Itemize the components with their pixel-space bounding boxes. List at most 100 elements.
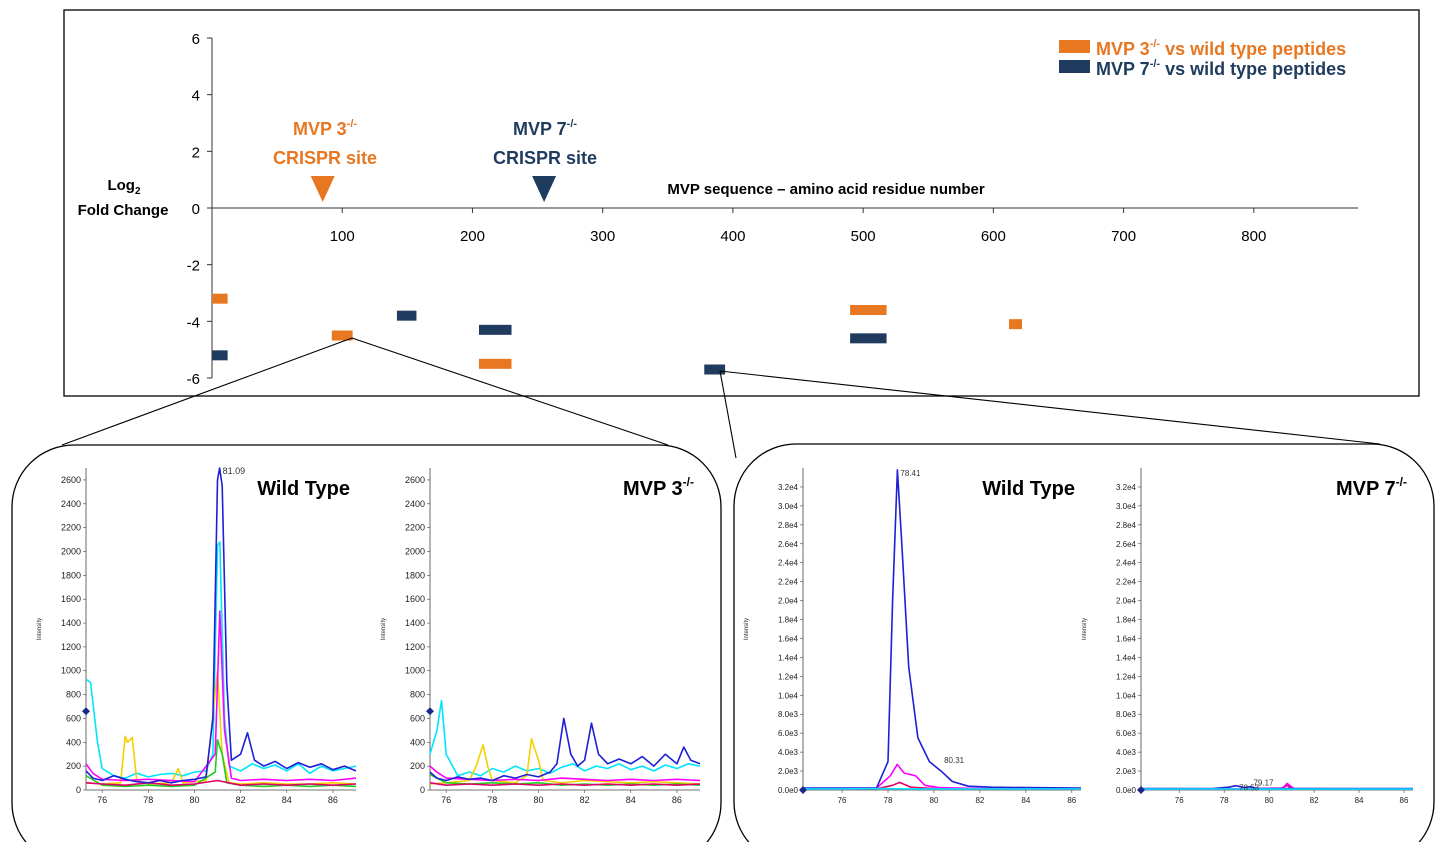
chrom-marker-diamond [426,707,434,715]
legend-swatch-mvp3 [1059,40,1090,53]
y-tick-label: 0 [192,201,200,218]
chrom-y-tick-label: 1200 [405,642,425,652]
chrom-peak-label: 79.17 [1253,779,1274,788]
chrom-y-tick-label: 6.0e3 [778,729,799,738]
chrom-y-tick-label: 1400 [405,618,425,628]
y-tick-label: 2 [192,144,200,161]
chrom-y-axis-label: Intensity [381,618,387,640]
y-tick-label: 4 [192,88,200,105]
crispr7-label: MVP 7-/- [513,118,577,139]
chrom-y-tick-label: 1.4e4 [778,653,799,662]
chrom-x-tick-label: 78 [884,796,893,805]
crispr3-label: MVP 3-/- [293,118,357,139]
chrom-y-tick-label: 0.0e0 [1116,786,1137,795]
chrom-peak-label: 78.41 [900,469,921,478]
chrom-y-tick-label: 1800 [405,570,425,580]
zoom-connectors [62,338,1380,458]
chrom-y-axis-label: Intensity [744,618,750,640]
chrom-title-sup: -/- [1396,475,1407,489]
chrom-y-axis-label: Intensity [1082,618,1088,640]
chrom-y-tick-label: 3.0e4 [1116,502,1137,511]
chrom-y-tick-label: 2200 [61,523,81,533]
chrom-x-tick-label: 76 [441,795,451,805]
chrom-y-tick-label: 1000 [405,666,425,676]
chrom-x-tick-label: 80 [189,795,199,805]
chrom-x-tick-label: 82 [1310,796,1319,805]
zoom-line-right-b [720,371,1380,444]
x-tick-label: 300 [590,228,615,245]
chrom-x-tick-label: 78 [1220,796,1229,805]
x-tick-label: 500 [851,228,876,245]
crispr7-annotation: MVP 7-/- CRISPR site [493,118,597,168]
chrom-x-tick-label: 76 [1175,796,1184,805]
chrom-y-tick-label: 0 [420,785,425,795]
chrom-x-tick-label: 86 [328,795,338,805]
chrom-y-axis-label: Intensity [37,618,43,640]
chrom-x-tick-label: 76 [838,796,847,805]
peptide-bar-mvp7 [397,311,417,321]
peptide-bar-mvp3 [850,305,886,315]
peptide-bar-mvp3 [212,294,228,304]
x-tick-label: 600 [981,228,1006,245]
y-tick-label: -2 [187,258,200,275]
crispr-site-marker [532,176,556,202]
chrom-y-tick-label: 0.0e0 [778,786,799,795]
chrom-title: Wild Type [982,478,1075,500]
chrom-y-tick-label: 200 [410,761,425,771]
chrom-x-tick-label: 76 [97,795,107,805]
chrom-marker-diamond [799,786,807,794]
chrom-y-tick-label: 2.8e4 [1116,521,1137,530]
chrom-title-main: MVP 7 [1336,478,1396,500]
chrom-x-tick-label: 78 [143,795,153,805]
zoom-line-left-a [62,338,352,445]
chrom-y-tick-label: 2.2e4 [778,578,799,587]
chrom-y-tick-label: 2.4e4 [778,559,799,568]
chrom-y-tick-label: 1.8e4 [1116,616,1137,625]
chrom-title-main: MVP 3 [623,478,683,500]
chrom-y-tick-label: 3.0e4 [778,502,799,511]
chrom-y-tick-label: 3.2e4 [778,483,799,492]
chrom-y-tick-label: 600 [410,713,425,723]
chrom-y-tick-label: 600 [66,713,81,723]
chrom-y-tick-label: 2.0e3 [1116,767,1137,776]
chrom-y-tick-label: 1600 [61,594,81,604]
chrom-trace [803,470,1081,788]
chrom-y-tick-label: 400 [410,737,425,747]
chrom-x-tick-label: 86 [672,795,682,805]
chrom-x-tick-label: 84 [1021,796,1030,805]
chrom-y-tick-label: 4.0e3 [778,748,799,757]
chrom-y-tick-label: 1600 [405,594,425,604]
chrom-x-tick-label: 84 [626,795,636,805]
chrom-y-tick-label: 2600 [61,475,81,485]
x-tick-label: 200 [460,228,485,245]
chrom-y-tick-label: 2.2e4 [1116,578,1137,587]
peptide-bar-mvp7 [850,333,886,343]
chrom-y-tick-label: 1200 [61,642,81,652]
chrom-trace [430,701,700,776]
chrom-y-tick-label: 8.0e3 [1116,710,1137,719]
y-tick-label: -6 [187,371,200,388]
chrom-x-tick-label: 84 [282,795,292,805]
peptide-bar-mvp7 [704,365,725,375]
x-axis-label: MVP sequence – amino acid residue number [667,181,984,198]
chrom-y-tick-label: 2.6e4 [778,540,799,549]
crispr3-annotation: MVP 3-/- CRISPR site [273,118,377,168]
chrom-x-tick-label: 86 [1400,796,1409,805]
zoom-line-left-b [352,338,668,445]
chrom-y-tick-label: 2200 [405,523,425,533]
chrom-y-tick-label: 1000 [61,666,81,676]
chrom-trace [803,764,1081,788]
chrom-title-main: Wild Type [257,478,350,500]
y-tick-label: 6 [192,31,200,48]
chrom-y-tick-label: 200 [66,761,81,771]
chrom-x-tick-label: 80 [533,795,543,805]
chrom-y-tick-label: 1.2e4 [778,672,799,681]
chrom-y-tick-label: 2400 [61,499,81,509]
chrom-title: MVP 3-/- [623,475,694,500]
chrom-trace [430,718,700,780]
chrom-peak-label: 80.31 [944,756,965,765]
chrom-y-tick-label: 1400 [61,618,81,628]
